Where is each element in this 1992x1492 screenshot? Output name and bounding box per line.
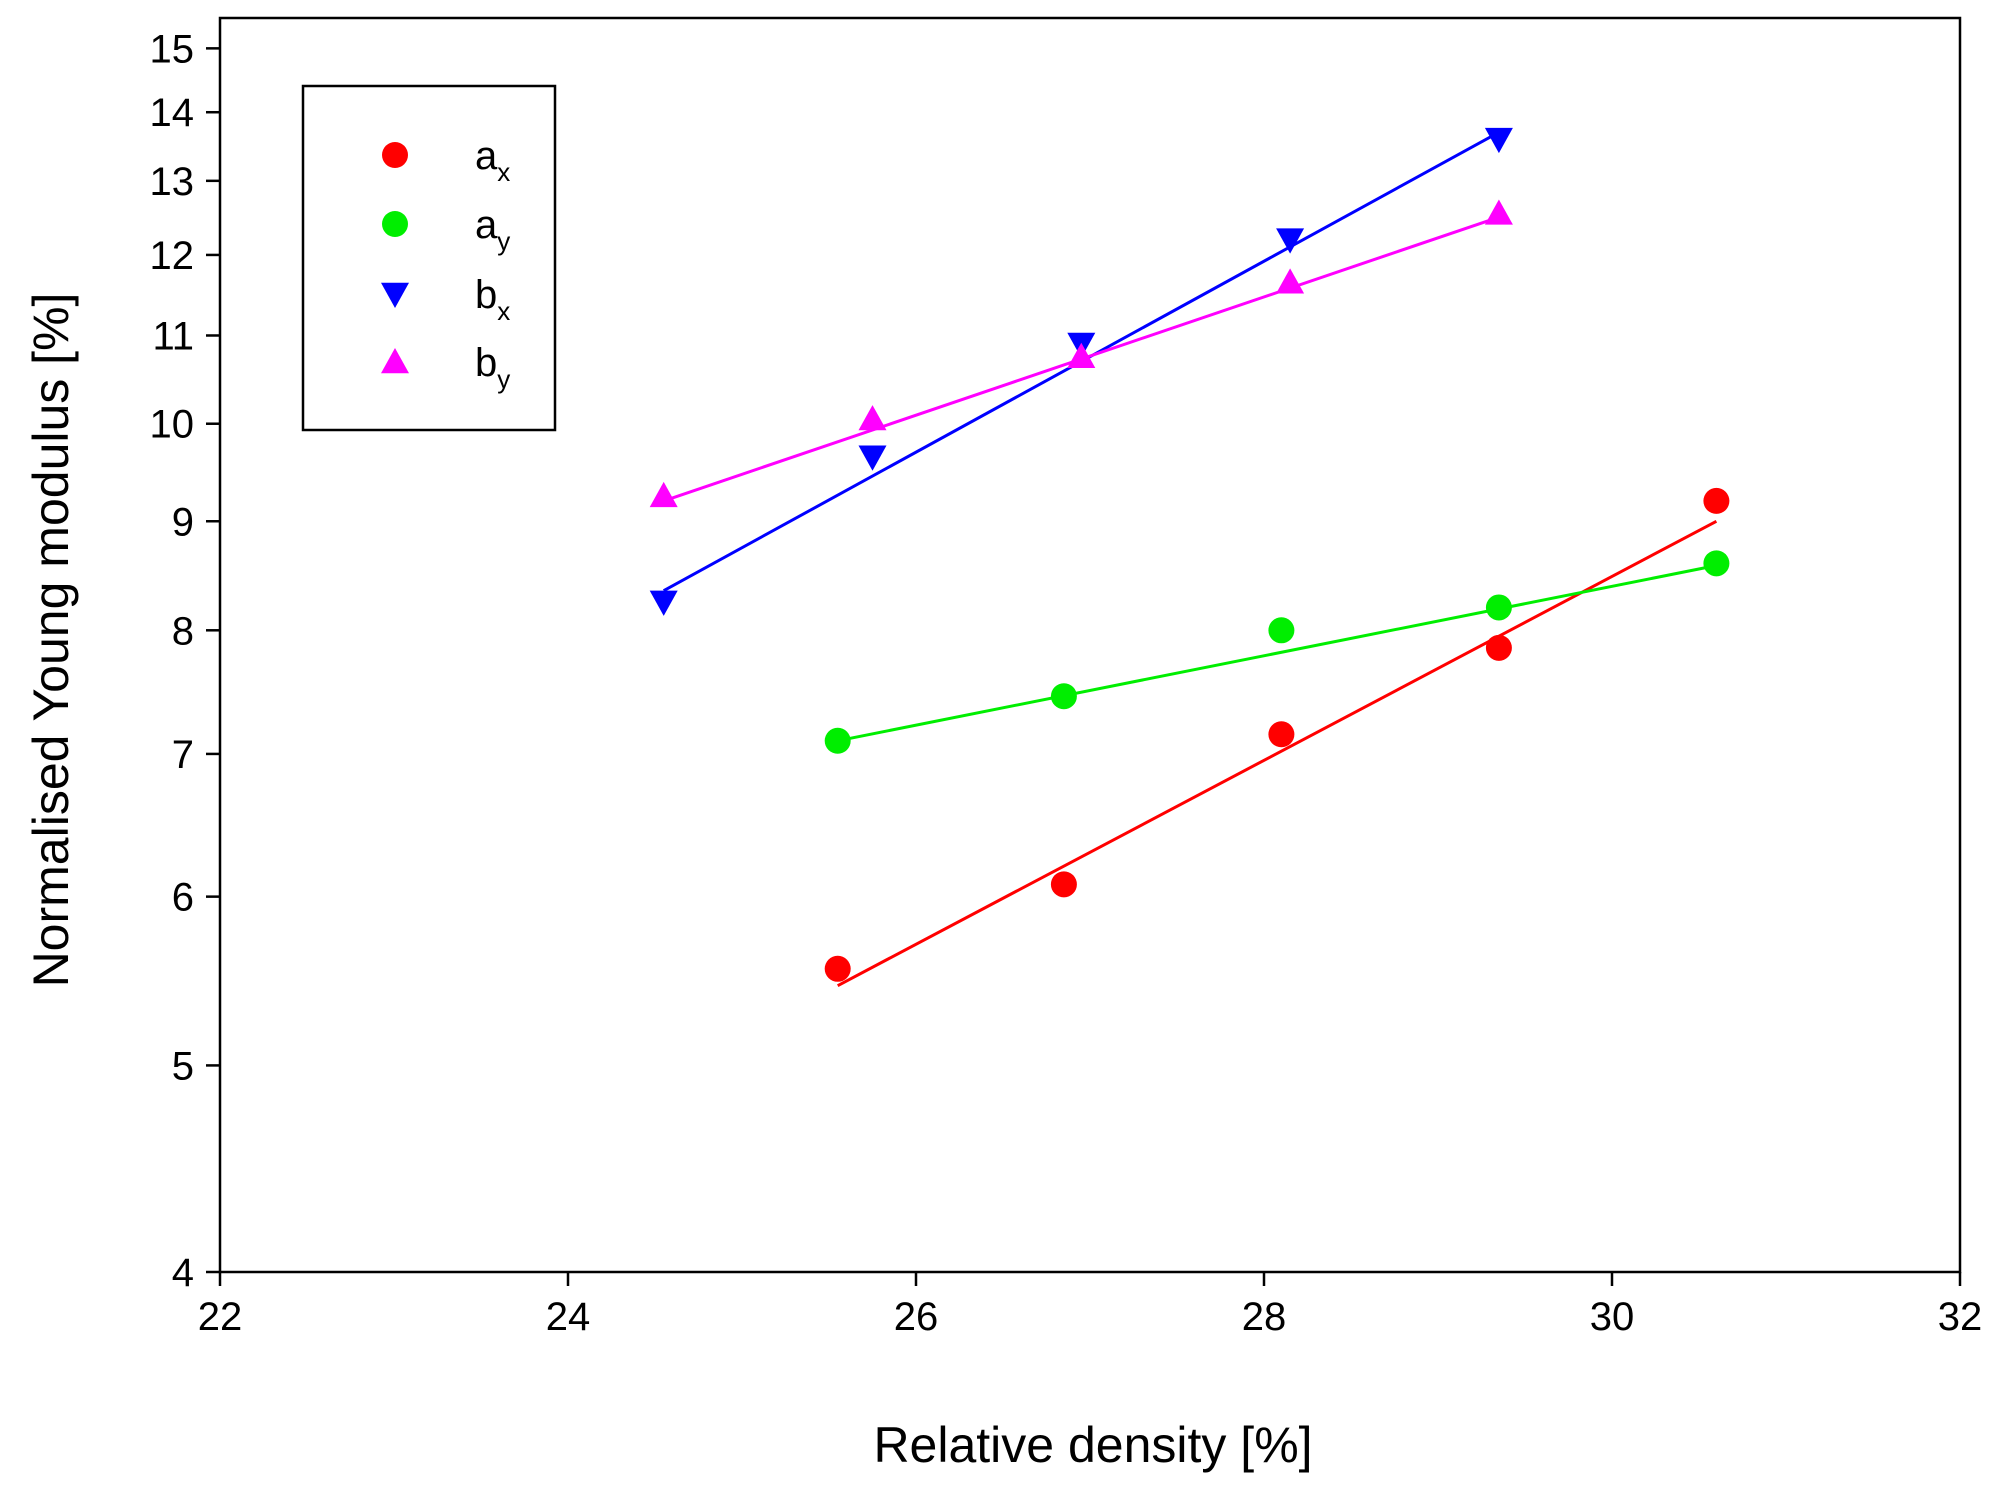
data-point-by xyxy=(1067,342,1096,368)
legend-label-bx: bx xyxy=(475,273,510,326)
plot-frame xyxy=(218,16,1962,1274)
legend-box xyxy=(301,84,557,432)
data-point-ay xyxy=(1050,683,1077,710)
data-point-by xyxy=(1276,268,1305,294)
y-tick-label: 9 xyxy=(172,500,194,544)
legend-item-ax: ax xyxy=(382,134,510,187)
axes: 22 24 26 28 30 32 4 5 6 7 8 9 10 11 12 13 14 15 xyxy=(150,16,1983,1339)
legend-marker-by xyxy=(381,348,409,374)
x-tick-label: 24 xyxy=(546,1295,591,1339)
y-tick-label: 13 xyxy=(150,160,195,204)
x-tick-label: 26 xyxy=(894,1295,939,1339)
legend-label-ay: ay xyxy=(475,203,510,256)
data-point-ay xyxy=(1268,617,1295,644)
fit-line-ay xyxy=(837,564,1717,743)
data-point-by xyxy=(858,405,887,431)
fit-line-ax xyxy=(836,519,1718,987)
data-point-ay xyxy=(1703,550,1730,577)
y-tick-label: 14 xyxy=(150,91,195,135)
y-tick-label: 11 xyxy=(152,314,194,358)
data-point-by xyxy=(1484,199,1513,225)
x-tick-label: 32 xyxy=(1938,1295,1983,1339)
legend: ax ay bx by xyxy=(301,84,557,432)
x-tick-label: 30 xyxy=(1590,1295,1635,1339)
data-point-bx xyxy=(649,590,678,616)
y-tick-label: 12 xyxy=(150,234,195,278)
data-point-by xyxy=(649,481,678,508)
data-point-ax xyxy=(1485,634,1512,661)
data-point-ax xyxy=(1268,721,1295,748)
data-point-ax xyxy=(824,955,851,982)
legend-item-by: by xyxy=(381,341,510,394)
plot-area xyxy=(649,127,1730,987)
legend-marker-bx xyxy=(381,282,409,308)
y-tick-label: 7 xyxy=(172,733,194,777)
series-ax xyxy=(824,487,1730,987)
legend-marker-ay xyxy=(382,211,408,237)
series-by xyxy=(649,199,1513,508)
legend-label-by: by xyxy=(475,341,510,394)
x-tick-label: 28 xyxy=(1242,1295,1287,1339)
legend-marker-ax xyxy=(382,142,408,168)
x-tick-label: 22 xyxy=(198,1295,243,1339)
data-point-ay xyxy=(824,727,851,754)
y-tick-label: 10 xyxy=(150,403,195,447)
series-ay xyxy=(824,550,1730,754)
legend-item-ay: ay xyxy=(382,203,510,256)
y-tick-label: 6 xyxy=(172,876,194,920)
data-point-ay xyxy=(1485,594,1512,621)
x-axis-title: Relative density [%] xyxy=(873,1417,1312,1473)
data-point-bx xyxy=(858,445,887,471)
y-tick-label: 8 xyxy=(172,609,194,653)
data-point-ax xyxy=(1703,487,1730,514)
data-point-bx xyxy=(1484,127,1513,154)
data-point-ax xyxy=(1050,871,1077,898)
y-tick-label: 15 xyxy=(150,27,195,71)
data-point-bx xyxy=(1276,228,1305,254)
legend-label-ax: ax xyxy=(475,134,510,187)
y-axis-title: Normalised Young modulus [%] xyxy=(23,293,79,988)
y-tick-label: 5 xyxy=(172,1044,194,1088)
y-tick-label: 4 xyxy=(172,1251,194,1295)
legend-item-bx: bx xyxy=(381,273,510,326)
